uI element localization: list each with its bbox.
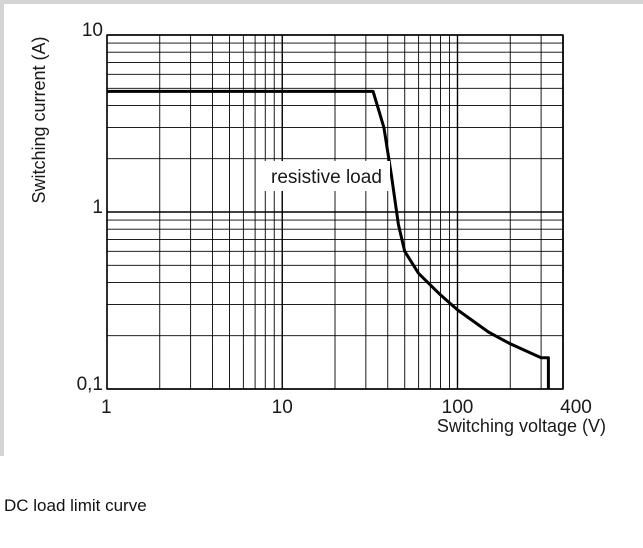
plot-area-border <box>106 34 564 390</box>
x-axis-label: Switching voltage (V) <box>437 416 606 436</box>
x-tick-label: 100 <box>442 397 474 418</box>
series-line-0 <box>107 89 550 389</box>
x-tick-label: 400 <box>560 397 592 418</box>
y-tick-label: 1 <box>92 197 103 218</box>
annotation-background <box>262 161 390 191</box>
curve-layer <box>107 89 550 389</box>
x-tick-label: 1 <box>101 397 112 418</box>
y-tick-label: 0,1 <box>77 374 103 395</box>
annotation-resistive-load: resistive load <box>271 167 382 188</box>
figure-caption: DC load limit curve <box>4 496 147 515</box>
x-tick-label: 10 <box>272 397 293 418</box>
y-tick-label: 10 <box>82 20 103 41</box>
y-axis-label: Switching current (A) <box>29 36 49 203</box>
grid-lines <box>106 34 564 390</box>
